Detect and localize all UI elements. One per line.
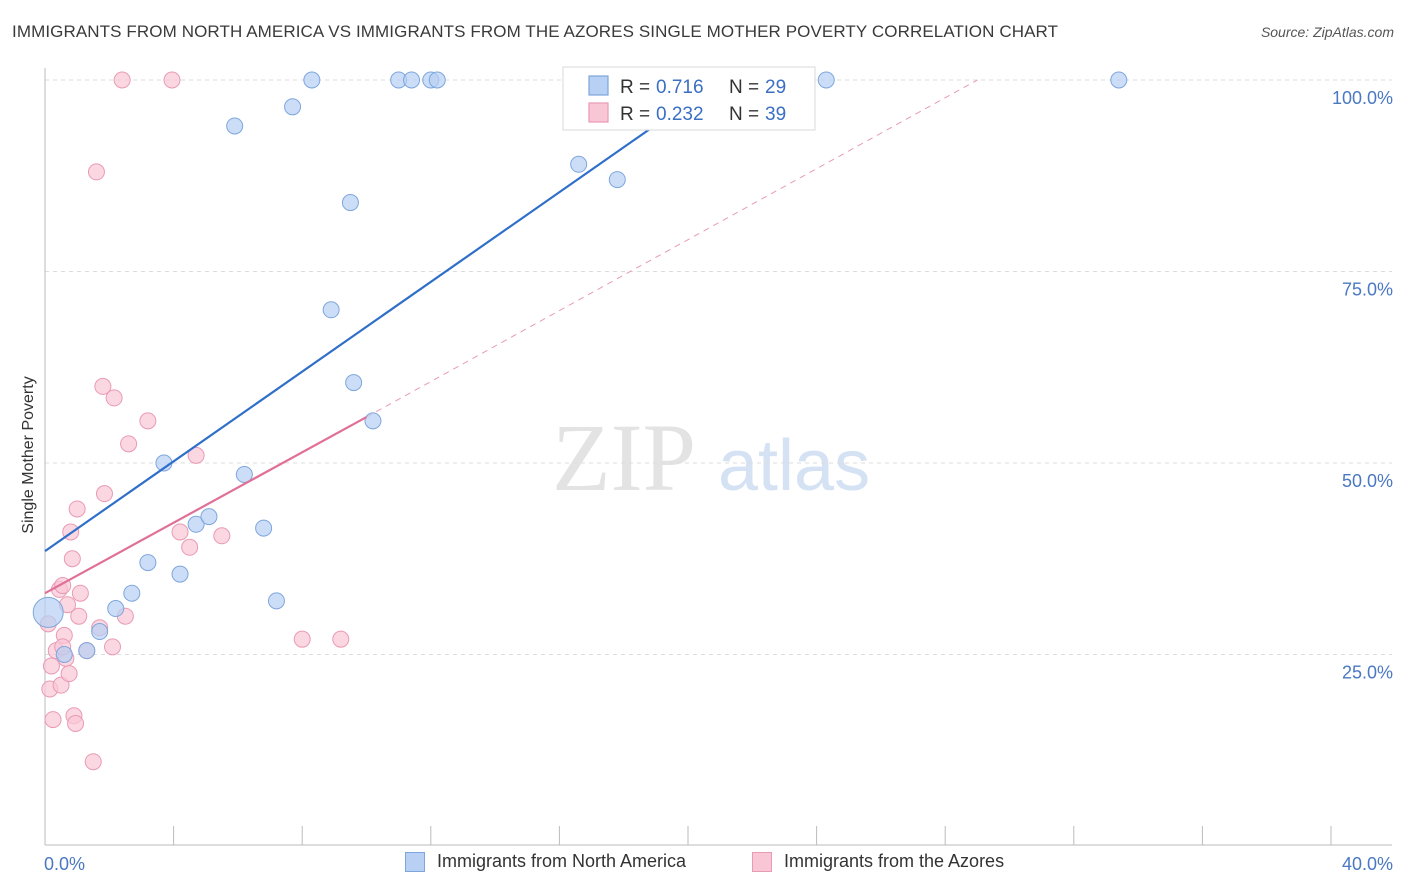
legend-n-value-1: 29 [765,77,786,98]
north-america-point [171,565,189,583]
axes: 0.0% 40.0% 25.0% 50.0% 75.0% 100.0% [44,68,1393,874]
north-america-point [322,301,340,319]
azores-point [70,607,88,625]
azores-point [95,485,113,503]
north-america-point [55,646,73,663]
azores-point [94,377,112,395]
azores-point [187,446,205,464]
bottom-legend-item-azores: Immigrants from the Azores [752,851,1004,872]
azores-point [42,657,60,675]
azores-point [104,638,122,656]
north-america-point [817,71,835,89]
north-america-point [226,117,244,135]
azores-point [293,630,311,648]
north-america-point [107,600,125,618]
north-america-point [91,623,109,641]
y-axis-title: Single Mother Poverty [20,376,37,533]
azores-point [67,714,85,732]
y-tick-label: 25.0% [1342,663,1393,683]
azores-point [60,665,78,683]
north-america-point [608,171,626,189]
azores-point [105,389,123,407]
north-america-point [284,98,302,116]
north-america-trend-line [44,79,721,552]
north-america-point [235,465,253,483]
azores-point [332,630,350,648]
bottom-legend-label-north-america: Immigrants from North America [437,851,687,871]
north-america-point [428,71,446,89]
source-label: Source: ZipAtlas.com [1260,24,1394,40]
y-tick-label: 100.0% [1332,88,1393,108]
azores-point [44,711,62,729]
legend-r-label-2: R = [620,104,650,125]
bottom-legend-item-north-america: Immigrants from North America [405,851,686,872]
legend-r-label-1: R = [620,77,650,98]
legend-r-value-2: 0.232 [656,104,704,125]
legend-swatch-north-america [588,75,609,96]
bottom-legend-label-azores: Immigrants from the Azores [784,851,1005,871]
azores-point [163,71,181,89]
north-america-point [255,519,273,537]
data-points [32,71,1128,771]
north-america-point [364,412,382,430]
azores-point [120,435,138,453]
chart-title: IMMIGRANTS FROM NORTH AMERICA VS IMMIGRA… [12,22,1059,41]
north-america-point [267,592,285,610]
azores-point [52,676,70,694]
azores-point [71,584,89,602]
azores-point [87,163,105,181]
north-america-point [78,642,96,660]
legend-swatch-azores [588,102,609,123]
azores-point [68,500,86,518]
y-tick-label: 50.0% [1342,471,1393,491]
azores-point [139,412,157,430]
stats-legend: R = 0.716 N = 29 R = 0.232 N = 39 [562,66,816,131]
north-america-point [341,194,359,212]
legend-n-label-2: N = [729,104,759,125]
gridlines [45,79,1392,655]
azores-point [84,753,102,771]
azores-point [171,523,189,541]
legend-n-label-1: N = [729,77,759,98]
north-america-point [1110,71,1128,89]
azores-point [213,527,231,545]
watermark-zip: ZIP [552,404,696,511]
watermark: ZIP atlas [552,404,870,511]
legend-r-value-1: 0.716 [656,77,704,98]
north-america-point [32,596,64,628]
north-america-point [345,374,363,392]
trend-lines [366,79,978,418]
legend-n-value-2: 39 [765,104,786,125]
north-america-point [570,155,588,173]
x-tick-label: 0.0% [44,854,85,874]
y-tick-label: 75.0% [1342,280,1393,300]
azores-trend-extension [366,79,978,418]
north-america-point [139,554,157,572]
north-america-point [187,515,205,533]
azores-point [181,538,199,556]
azores-trend-line [44,416,368,595]
x-tick-label: 40.0% [1342,854,1393,874]
north-america-point [303,71,321,89]
bottom-legend: Immigrants from North America Immigrants… [0,851,1406,879]
north-america-point [200,508,218,526]
azores-point [63,550,81,568]
bottom-legend-swatch-azores [752,851,772,872]
azores-point [113,71,131,89]
watermark-atlas: atlas [718,426,870,506]
bottom-legend-swatch-north-america [405,851,425,872]
north-america-point [403,71,421,89]
north-america-point [123,584,141,602]
